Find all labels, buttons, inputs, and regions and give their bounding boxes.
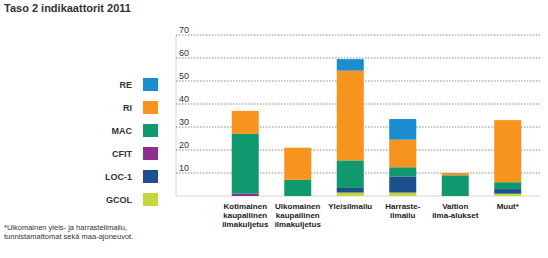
bar-segment <box>232 110 259 111</box>
bar-segment <box>442 173 469 174</box>
legend-swatch <box>143 124 158 137</box>
y-tick-label: 10 <box>179 163 189 173</box>
bar-segment <box>284 180 311 196</box>
x-tick-label: Ulkomainenkaupallinenilmakuljetus <box>275 202 322 229</box>
x-tick-label: Yleisilmailu <box>328 202 372 211</box>
bar-segment <box>389 140 416 168</box>
title: Taso 2 indikaattorit 2011 <box>4 2 131 14</box>
bar-segment <box>494 182 521 189</box>
x-tick-label: Kotimainenkaupallinenilmakuljetus <box>222 202 269 229</box>
y-tick-label: 50 <box>179 71 189 81</box>
legend-label: RI <box>123 103 132 113</box>
y-tick-label: 30 <box>179 117 189 127</box>
legend-label: LOC-1 <box>105 172 132 182</box>
bar-segment <box>494 120 521 182</box>
bar-segment <box>337 193 364 196</box>
legend: RE RI MAC CFIT LOC-1 GCOL <box>105 78 158 206</box>
legend-label: GCOL <box>106 195 133 205</box>
bar-segment <box>389 176 416 192</box>
y-axis <box>176 35 177 196</box>
y-tick-label: 70 <box>179 25 189 35</box>
legend-label: RE <box>119 80 132 90</box>
legend-swatch <box>143 147 158 160</box>
x-tick-label: Muut* <box>497 202 520 211</box>
legend-label: MAC <box>112 126 133 136</box>
y-tick-label: 40 <box>179 94 189 104</box>
bar-segment <box>494 194 521 196</box>
bar-segment <box>284 147 311 148</box>
bar-segment <box>232 111 259 134</box>
bar-segment <box>284 148 311 180</box>
footnote: *Ulkomainen yleis- ja harrasteilmailu,tu… <box>4 223 133 241</box>
bar-segment <box>442 175 469 196</box>
bar-segment <box>389 167 416 176</box>
bar-segment <box>494 120 521 121</box>
legend-swatch <box>143 101 158 114</box>
bar-segment <box>442 173 469 175</box>
grid-line <box>176 35 540 36</box>
y-tick-label: 20 <box>179 140 189 150</box>
bar-segment <box>337 71 364 161</box>
bars <box>232 59 522 196</box>
x-tick-label: Valtionilma-alukset <box>432 202 479 220</box>
legend-swatch <box>143 78 158 91</box>
bar-segment <box>389 193 416 196</box>
bar-segment <box>337 59 364 71</box>
bar-segment <box>337 188 364 193</box>
legend-swatch <box>143 193 158 206</box>
bar-segment <box>232 194 259 196</box>
legend-swatch <box>143 170 158 183</box>
x-tick-label: Harraste-ilmailu <box>385 202 420 220</box>
bar-segment <box>389 119 416 140</box>
y-tick-label: 60 <box>179 48 189 58</box>
legend-label: CFIT <box>112 149 132 159</box>
chart: Taso 2 indikaattorit 2011 10 20 30 40 50 60 70 K… <box>0 0 548 258</box>
bar-segment <box>494 189 521 194</box>
grid-line <box>176 58 540 59</box>
bar-segment <box>232 134 259 194</box>
bar-segment <box>337 160 364 188</box>
